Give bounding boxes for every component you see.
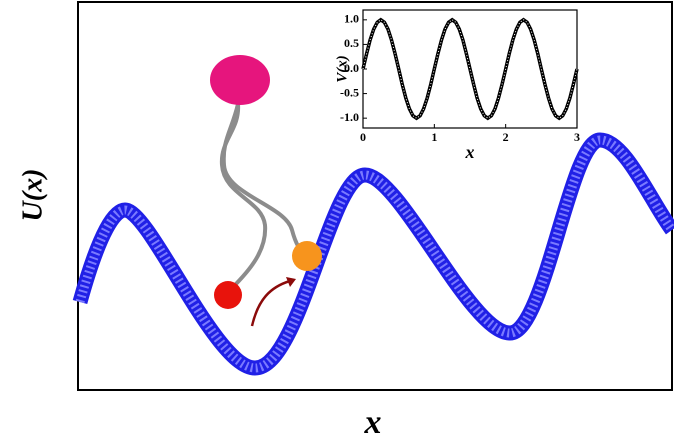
y-tick-label: 0.5 bbox=[344, 36, 359, 50]
y-tick-label: -0.5 bbox=[340, 85, 359, 99]
series-line bbox=[361, 17, 579, 121]
y-tick-label: 0.0 bbox=[344, 61, 359, 75]
y-tick-label: 1.0 bbox=[344, 12, 359, 26]
motor-leg bbox=[221, 103, 308, 258]
motor-foot bbox=[214, 281, 242, 309]
motor-foot bbox=[292, 241, 322, 271]
inset-chart: V(x) x -1.0 -0.5 0.0 0.5 1.0 0 1 2 3 bbox=[334, 9, 580, 162]
step-arrow bbox=[250, 279, 291, 327]
x-axis-label: x bbox=[364, 404, 382, 441]
main-frame bbox=[77, 1, 673, 391]
inset-x-label: x bbox=[465, 142, 475, 162]
y-tick-label: -1.0 bbox=[340, 110, 359, 124]
arrow-head bbox=[286, 277, 296, 287]
inset-y-label: V(x) bbox=[334, 55, 350, 83]
x-tick-label: 3 bbox=[574, 130, 580, 144]
y-axis-label: U(x) bbox=[17, 169, 48, 222]
x-tick-label: 0 bbox=[360, 130, 366, 144]
x-tick-label: 1 bbox=[431, 130, 437, 144]
potential-curve bbox=[72, 132, 674, 376]
motor-head bbox=[210, 55, 270, 105]
x-tick-label: 2 bbox=[503, 130, 509, 144]
